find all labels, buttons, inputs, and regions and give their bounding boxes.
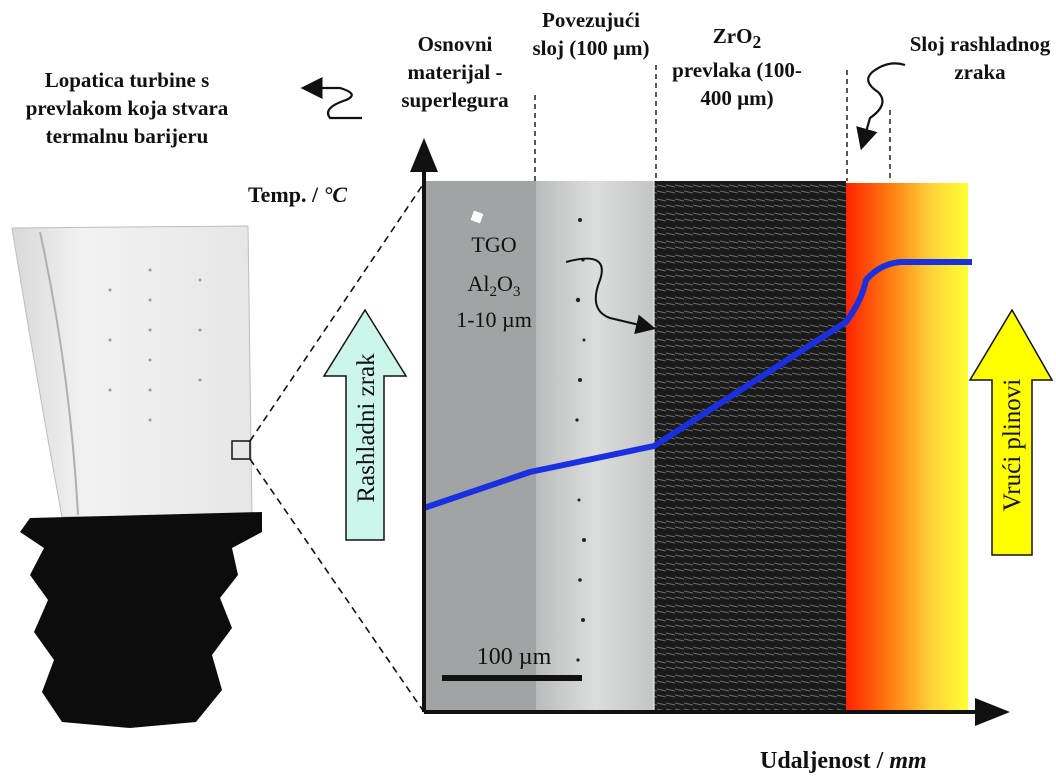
- squiggle-arrow-left: [300, 77, 362, 120]
- layer-superalloy: [424, 181, 536, 711]
- tgo-line-1: TGO: [471, 232, 516, 257]
- cooling-air-label: Rashladni zrak: [353, 353, 380, 503]
- hot-gases-label: Vrući plinovi: [999, 379, 1026, 512]
- temperature-profile-line: [423, 259, 972, 511]
- turbine-blade-image: [11, 225, 262, 728]
- label-zro2-coating: ZrO2 prevlaka (100-400 µm): [662, 22, 812, 112]
- micrograph: [424, 181, 968, 711]
- y-axis-arrowhead: [410, 138, 438, 172]
- tgo-label: TGO Al2O3 1-10 µm: [456, 232, 532, 332]
- scale-bar-label: 100 µm: [477, 644, 552, 670]
- label-cooling-air-layer: Sloj rashladnog zraka: [909, 32, 1051, 84]
- zoom-line-top: [249, 182, 425, 442]
- label-bond-coat: Povezujući sloj (100 µm): [532, 8, 650, 60]
- hot-gas-region: [846, 183, 968, 711]
- tgo-arrow: [565, 257, 656, 335]
- zoom-line-bottom: [249, 458, 425, 713]
- layer-zro2: [654, 181, 846, 711]
- zoom-box: [231, 440, 251, 460]
- label-base-material: Osnovni materijal - superlegura: [401, 32, 509, 112]
- layer-bond-coat: [536, 181, 654, 711]
- cooling-air-arrow: Rashladni zrak: [322, 308, 408, 541]
- zro2-formula: ZrO2: [712, 24, 762, 53]
- squiggle-arrow-air: [856, 62, 906, 151]
- hot-gases-arrow: Vrući plinovi: [968, 308, 1054, 556]
- blade-title: Lopatica turbine s prevlakom koja stvara…: [25, 68, 229, 148]
- x-axis-label: Udaljenost / mm: [760, 748, 927, 774]
- zro2-description: prevlaka (100-400 µm): [672, 58, 802, 111]
- y-axis-label: Temp. / °C: [248, 182, 348, 207]
- tgo-line-2: Al2O3: [468, 271, 521, 300]
- x-axis-arrowhead: [975, 698, 1010, 726]
- scale-bar: [442, 675, 582, 681]
- tgo-line-3: 1-10 µm: [456, 307, 532, 332]
